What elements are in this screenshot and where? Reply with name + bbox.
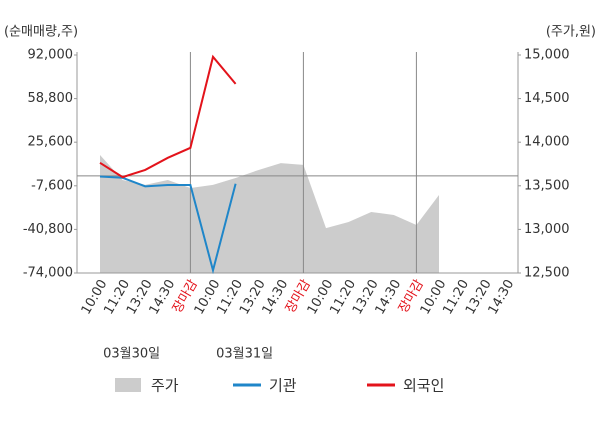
legend-label: 기관 xyxy=(269,377,297,395)
y2-tick-label: 12,500 xyxy=(524,266,570,281)
y-tick-label: -74,000 xyxy=(23,266,73,281)
date-label: 03월30일 xyxy=(103,347,160,362)
y2-tick-label: 15,000 xyxy=(524,48,570,63)
y-tick-label: 58,800 xyxy=(28,91,74,106)
legend-swatch xyxy=(115,378,141,392)
y2-axis-label: (주가,원) xyxy=(546,25,596,40)
legend-label: 외국인 xyxy=(403,377,444,395)
y-tick-label: 25,600 xyxy=(28,135,74,150)
y-tick-label: -40,800 xyxy=(23,222,73,237)
date-label: 03월31일 xyxy=(216,347,273,362)
legend-label: 주가 xyxy=(151,377,179,395)
series-line xyxy=(99,54,237,179)
y2-tick-label: 14,500 xyxy=(524,91,570,106)
y-tick-label: -7,600 xyxy=(31,178,73,193)
y2-tick-label: 13,000 xyxy=(524,222,570,237)
price-area xyxy=(100,155,439,273)
y-axis-label: (순매매량,주) xyxy=(4,25,78,40)
y-tick-label: 92,000 xyxy=(28,48,74,63)
y2-tick-label: 14,000 xyxy=(524,135,570,150)
y2-tick-label: 13,500 xyxy=(524,178,570,193)
